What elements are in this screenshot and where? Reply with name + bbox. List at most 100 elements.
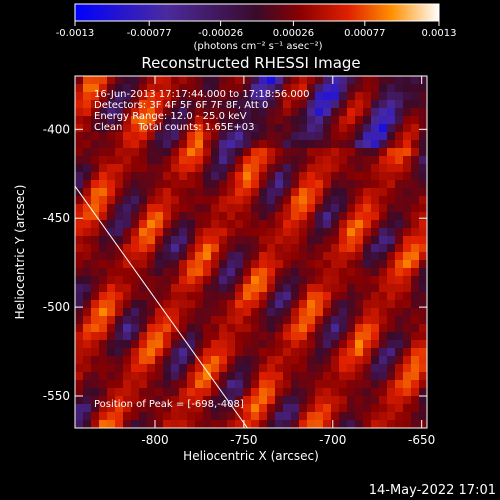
heatmap-cell <box>163 148 172 157</box>
heatmap-cell <box>347 292 356 301</box>
heatmap-cell <box>283 284 292 293</box>
heatmap-cell <box>99 340 108 349</box>
heatmap-cell <box>219 396 228 405</box>
heatmap-cell <box>235 420 244 428</box>
heatmap-cells <box>75 76 427 428</box>
heatmap-cell <box>331 132 340 141</box>
heatmap-cell <box>227 108 236 117</box>
heatmap-cell <box>195 108 204 117</box>
heatmap-cell <box>411 308 420 317</box>
heatmap-cell <box>203 276 212 285</box>
heatmap-cell <box>371 268 380 277</box>
heatmap-cell <box>227 316 236 325</box>
heatmap-cell <box>123 180 132 189</box>
heatmap-cell <box>291 76 300 85</box>
heatmap-cell <box>323 276 332 285</box>
heatmap-cell <box>363 76 372 85</box>
heatmap-cell <box>259 220 268 229</box>
heatmap-cell <box>283 116 292 125</box>
heatmap-cell <box>267 100 276 109</box>
heatmap-cell <box>131 92 140 101</box>
heatmap-cell <box>403 372 412 381</box>
heatmap-cell <box>243 116 252 125</box>
heatmap-cell <box>331 332 340 341</box>
heatmap-cell <box>99 316 108 325</box>
heatmap-cell <box>83 356 92 365</box>
heatmap-cell <box>395 308 404 317</box>
heatmap-cell <box>275 348 284 357</box>
heatmap-cell <box>235 300 244 309</box>
heatmap-cell <box>395 276 404 285</box>
heatmap-cell <box>411 292 420 301</box>
heatmap-cell <box>243 140 252 149</box>
heatmap-cell <box>123 396 132 405</box>
heatmap-cell <box>299 308 308 317</box>
heatmap-cell <box>315 300 324 309</box>
heatmap-cell <box>267 380 276 389</box>
heatmap-cell <box>291 316 300 325</box>
heatmap-cell <box>163 140 172 149</box>
heatmap-cell <box>251 340 260 349</box>
heatmap-cell <box>227 228 236 237</box>
heatmap-cell <box>179 412 188 421</box>
heatmap-cell <box>419 284 427 293</box>
heatmap-cell <box>371 212 380 221</box>
heatmap-cell <box>75 164 84 173</box>
heatmap-cell <box>251 164 260 173</box>
heatmap-cell <box>323 148 332 157</box>
heatmap-cell <box>211 124 220 133</box>
heatmap-cell <box>379 116 388 125</box>
heatmap-cell <box>107 188 116 197</box>
heatmap-cell <box>251 100 260 109</box>
heatmap-cell <box>259 156 268 165</box>
heatmap-cell <box>131 300 140 309</box>
colorbar-unit: (photons cm⁻² s⁻¹ asec⁻²) <box>193 41 322 52</box>
heatmap-cell <box>219 332 228 341</box>
heatmap-cell <box>243 340 252 349</box>
heatmap-cell <box>411 276 420 285</box>
heatmap-cell <box>419 220 427 229</box>
heatmap-cell <box>219 236 228 245</box>
heatmap-cell <box>147 100 156 109</box>
heatmap-cell <box>107 260 116 269</box>
heatmap-cell <box>99 220 108 229</box>
heatmap-cell <box>379 196 388 205</box>
x-tick-label: -700 <box>319 433 346 447</box>
heatmap-cell <box>283 292 292 301</box>
heatmap-cell <box>251 244 260 253</box>
heatmap-cell <box>267 236 276 245</box>
heatmap-cell <box>171 196 180 205</box>
heatmap-cell <box>171 300 180 309</box>
heatmap-cell <box>99 188 108 197</box>
heatmap-cell <box>219 188 228 197</box>
heatmap-cell <box>179 348 188 357</box>
heatmap-cell <box>155 132 164 141</box>
heatmap-cell <box>187 212 196 221</box>
heatmap-cell <box>99 332 108 341</box>
heatmap-cell <box>91 196 100 205</box>
heatmap-cell <box>123 412 132 421</box>
heatmap-cell <box>147 164 156 173</box>
heatmap-cell <box>243 380 252 389</box>
heatmap-cell <box>115 188 124 197</box>
heatmap-cell <box>291 196 300 205</box>
heatmap-cell <box>371 164 380 173</box>
heatmap-cell <box>339 260 348 269</box>
heatmap-cell <box>371 76 380 85</box>
heatmap-cell <box>275 412 284 421</box>
heatmap-cell <box>363 388 372 397</box>
heatmap-cell <box>83 148 92 157</box>
heatmap-cell <box>227 148 236 157</box>
heatmap-cell <box>75 228 84 237</box>
heatmap-cell <box>403 108 412 117</box>
heatmap-cell <box>363 412 372 421</box>
heatmap-cell <box>91 372 100 381</box>
heatmap-cell <box>163 180 172 189</box>
heatmap-cell <box>211 412 220 421</box>
heatmap-cell <box>179 268 188 277</box>
heatmap-cell <box>355 236 364 245</box>
heatmap-cell <box>347 284 356 293</box>
heatmap-cell <box>363 276 372 285</box>
heatmap-cell <box>259 292 268 301</box>
heatmap-cell <box>419 260 427 269</box>
